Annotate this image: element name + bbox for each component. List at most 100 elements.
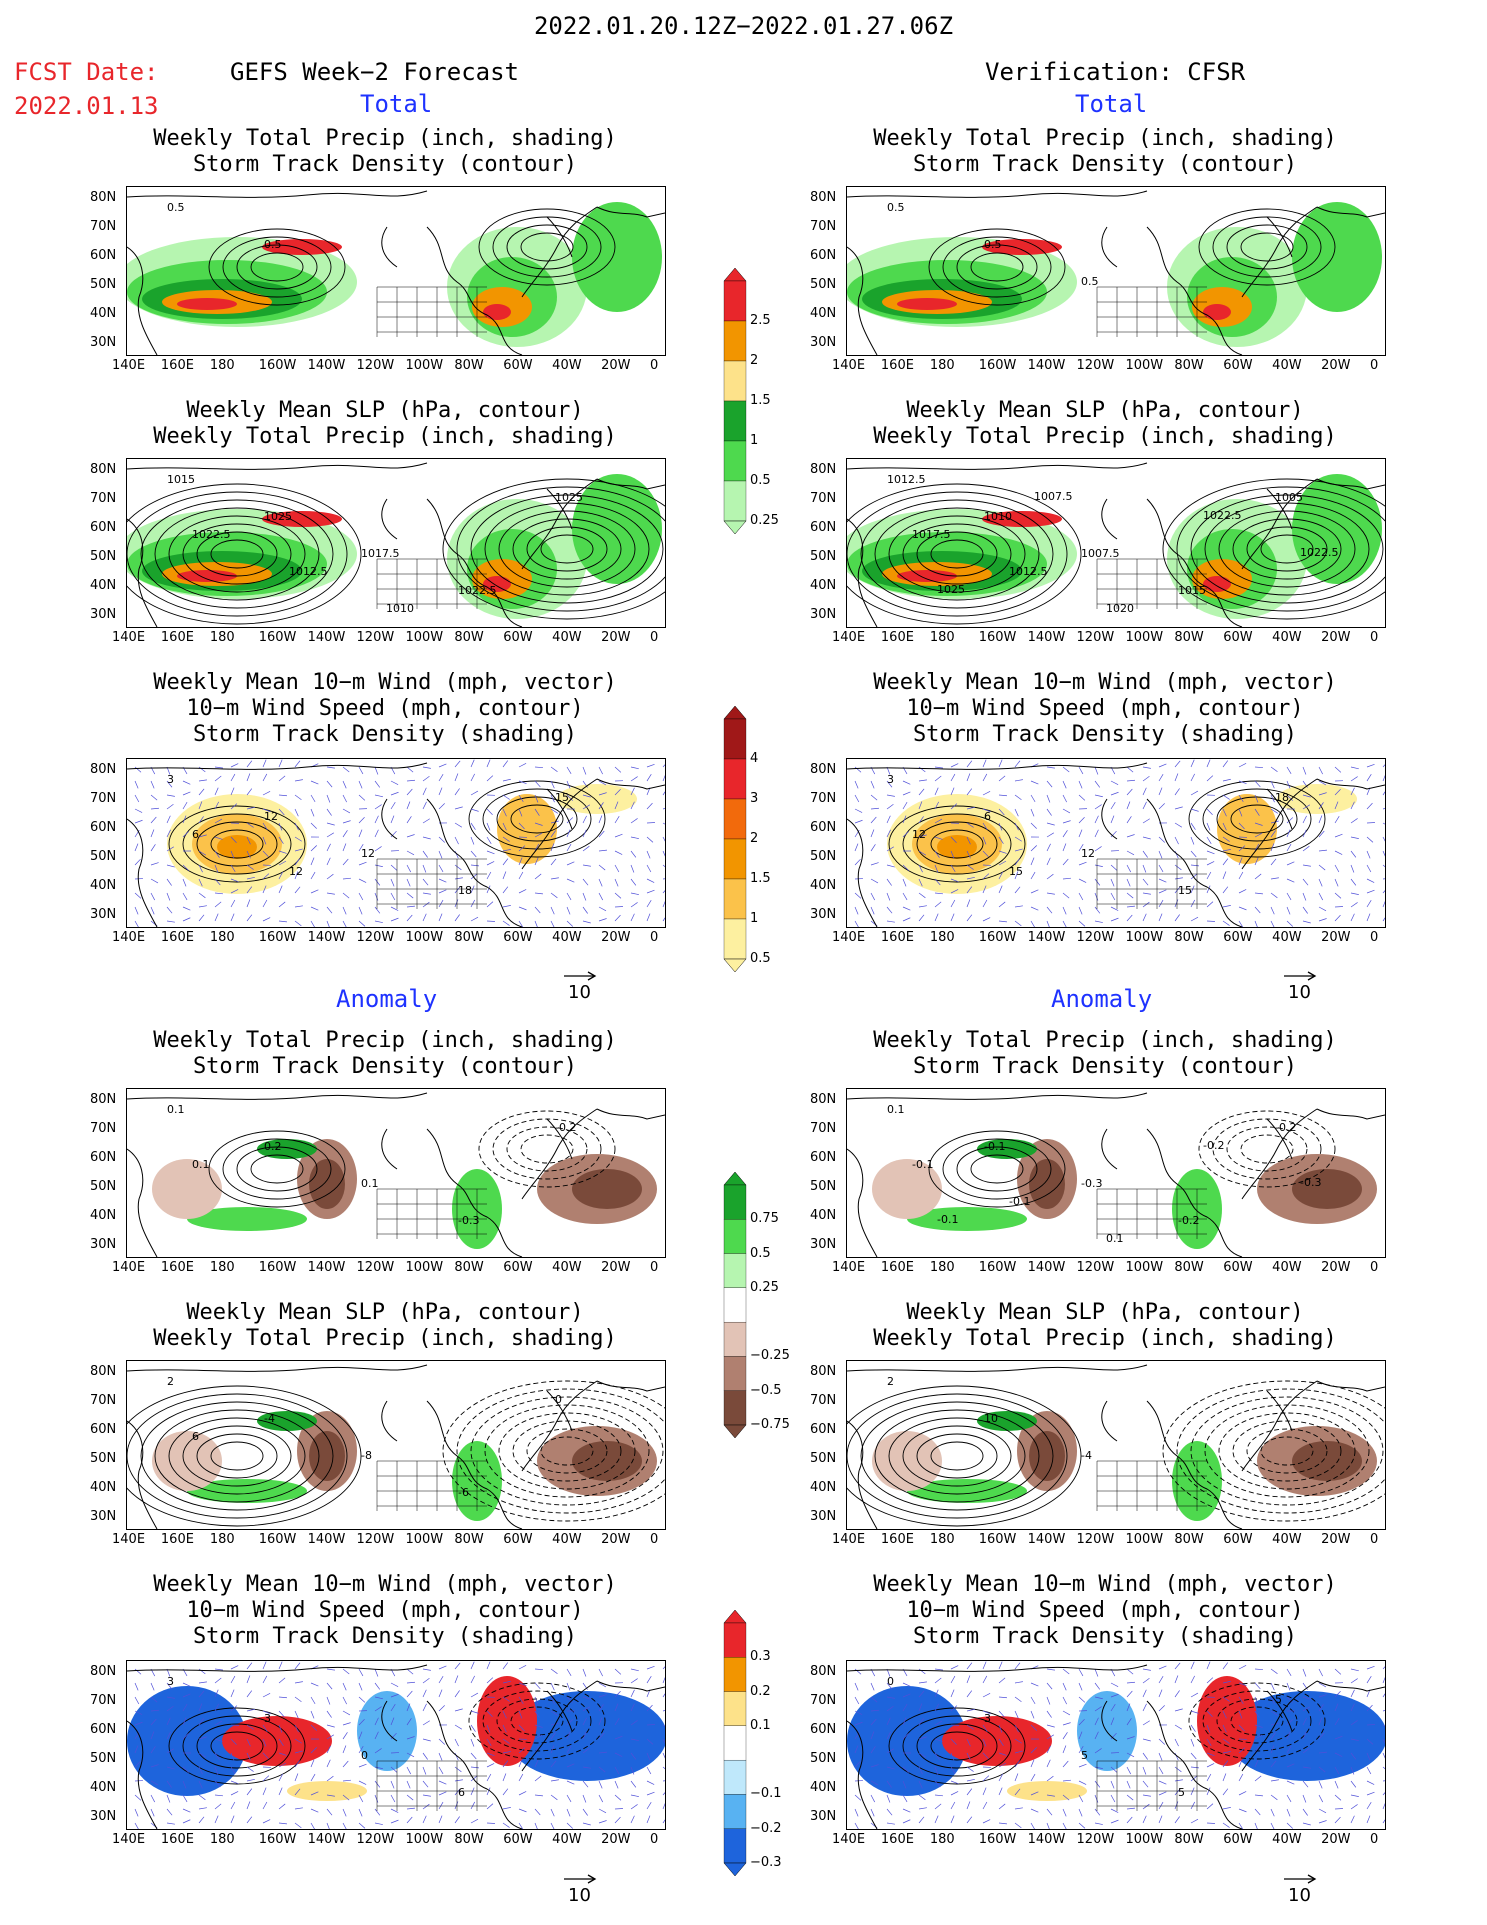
wind-vector (374, 815, 379, 824)
wind-vector (550, 1710, 558, 1716)
forecast-column-title: GEFS Week−2 Forecast (230, 58, 519, 86)
wind-vector (566, 1763, 575, 1768)
contour-label: 15 (1009, 865, 1023, 878)
wind-vector (550, 906, 555, 915)
contour-line (512, 1420, 622, 1482)
wind-vector (630, 1815, 635, 1824)
coastline (1241, 206, 1318, 298)
contour-line (874, 1409, 1040, 1503)
wind-vector (1046, 1682, 1053, 1690)
wind-vector (390, 1682, 399, 1687)
wind-vector (1302, 864, 1311, 867)
coastline (426, 1400, 523, 1529)
lon-tick-label: 20W (1321, 1832, 1351, 1847)
wind-vector (438, 878, 447, 883)
wind-vector (342, 820, 351, 824)
lon-tick-label: 140E (112, 1832, 146, 1847)
precip-anom-shading (152, 1431, 222, 1491)
wind-vector (1350, 913, 1355, 922)
wind-vector (1030, 1759, 1035, 1768)
wind-vector (1318, 815, 1323, 824)
wind-vector (406, 801, 411, 810)
wind-vector (1206, 775, 1214, 782)
wind-vector (1126, 766, 1134, 773)
contour-line (506, 1126, 588, 1172)
wind-vector (502, 858, 509, 866)
coastline (546, 788, 573, 830)
contour-line (470, 1396, 664, 1506)
wind-vector (182, 1766, 189, 1773)
wind-vector (598, 878, 603, 887)
wind-vector (422, 1766, 427, 1775)
wind-vector (1222, 920, 1230, 926)
wind-vector (278, 836, 284, 844)
wind-vector (438, 1705, 445, 1712)
lon-tick-label: 60W (1223, 1532, 1253, 1547)
wind-vector (278, 1661, 283, 1670)
wind-vector (918, 1752, 927, 1758)
contour-line (1190, 494, 1384, 604)
wind-vector (134, 1721, 143, 1726)
wind-vector (326, 1822, 330, 1829)
wind-vector (982, 899, 988, 908)
wind-vector (214, 1703, 219, 1712)
wind-vector (1222, 1822, 1230, 1828)
coastline (127, 1364, 428, 1372)
coastline (847, 462, 1148, 470)
wind-vector (1382, 900, 1385, 908)
wind-vector (998, 1787, 1003, 1796)
lon-tick-label: 40W (552, 1832, 582, 1847)
wind-vector (1030, 1696, 1036, 1705)
lat-tick-label: 60N (90, 820, 117, 835)
lon-tick-label: 160W (978, 1532, 1017, 1547)
wind-vector (454, 1816, 460, 1824)
lat-tick-label: 50N (90, 549, 117, 564)
wind-vector (518, 906, 527, 911)
wind-vector (246, 1738, 251, 1747)
precip-anom-shading (872, 1159, 942, 1219)
lon-tick-label: 80W (1174, 358, 1204, 373)
wind-vector (1126, 788, 1133, 796)
wind-vector (630, 1780, 637, 1788)
wind-vector (950, 836, 957, 844)
wind-vector (470, 790, 479, 796)
wind-vector (966, 1724, 974, 1730)
wind-vector (1350, 776, 1358, 782)
lon-tick-label: 180 (209, 930, 235, 945)
contour-label: 0.1 (167, 1103, 185, 1116)
wind-vector (1270, 1668, 1278, 1675)
coastline (847, 762, 1148, 770)
wind-vector (294, 920, 302, 927)
wind-vector (150, 1709, 159, 1712)
wind-vector (982, 1819, 991, 1824)
lon-tick-label: 20W (1321, 630, 1351, 645)
wind-vector (886, 864, 895, 868)
wind-vector (1126, 914, 1133, 922)
wind-vector (1238, 1682, 1247, 1687)
wind-vector (966, 1766, 974, 1772)
wind-vector (262, 791, 271, 796)
wind-vector (246, 760, 253, 768)
wind-vector (582, 878, 589, 886)
wind-vector (1254, 1668, 1263, 1671)
coastline (127, 190, 428, 198)
lon-tick-label: 40W (1272, 930, 1302, 945)
contour-label: 1012.5 (1009, 565, 1048, 578)
contour-line (888, 1707, 1026, 1785)
contour-label: 2 (167, 1375, 174, 1388)
wind-vector (1318, 1794, 1324, 1803)
lon-tick-label: 140E (832, 630, 866, 645)
wind-vector (294, 779, 303, 782)
wind-vector (1014, 1681, 1023, 1684)
wind-vector (1382, 807, 1385, 810)
wind-vector (198, 1681, 207, 1684)
wind-vector (390, 1704, 396, 1712)
wind-vector (550, 794, 555, 803)
lat-tick-label: 40N (810, 1480, 837, 1495)
lon-tick-label: 100W (405, 1532, 444, 1547)
wind-vector (1302, 1696, 1311, 1700)
wind-vector (1286, 794, 1293, 801)
wind-vector (390, 802, 396, 810)
precip-anom-shading (309, 1431, 345, 1481)
wind-vector (390, 1732, 397, 1740)
